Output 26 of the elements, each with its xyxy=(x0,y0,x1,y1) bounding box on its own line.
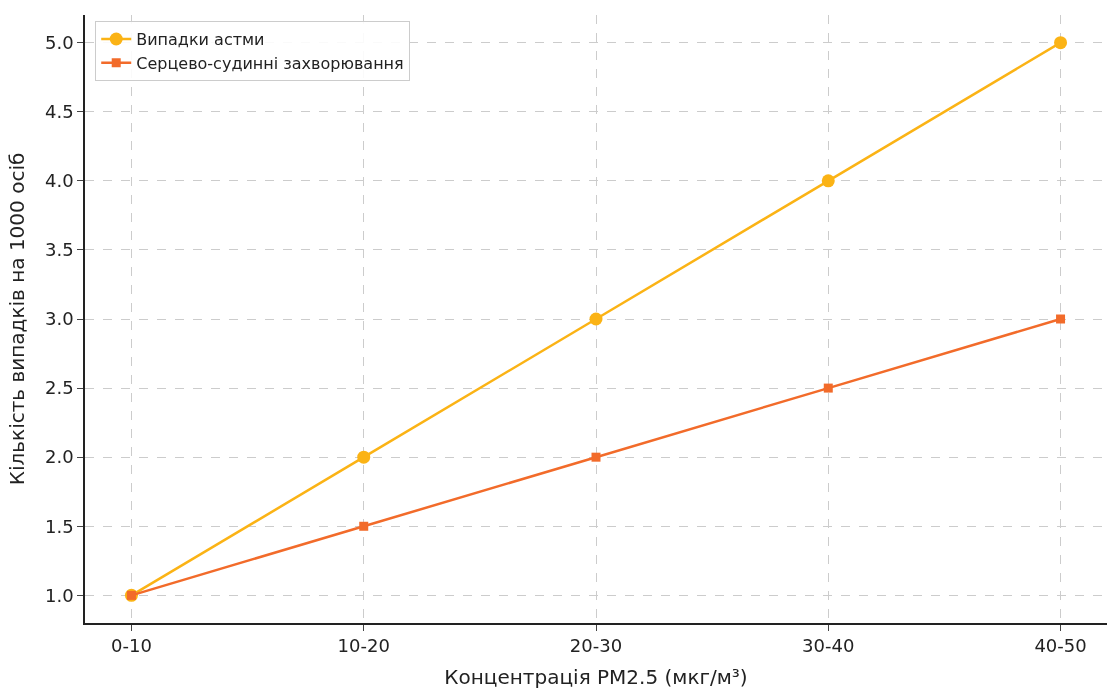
point xyxy=(823,383,833,393)
y-tick-label: 4.5 xyxy=(45,101,74,123)
y-tick-label: 1.5 xyxy=(45,515,74,537)
legend-label: Серцево-судинні захворювання xyxy=(136,54,404,74)
x-tick-label: 20-30 xyxy=(569,635,623,657)
y-tick-label: 5.0 xyxy=(45,31,74,53)
x-tick-label: 40-50 xyxy=(1034,635,1087,657)
x-tick-label: 10-20 xyxy=(337,635,390,657)
y-tick-label: 4.0 xyxy=(45,170,74,192)
x-axis-title: Концентрація PM2.5 (мкг/м³) xyxy=(444,665,748,690)
point xyxy=(357,450,371,464)
point xyxy=(1054,36,1068,50)
y-tick-label: 2.5 xyxy=(45,377,74,399)
point xyxy=(359,521,369,531)
x-tick-label: 0-10 xyxy=(111,635,152,657)
y-tick-label: 3.0 xyxy=(45,308,74,330)
x-tick-label: 30-40 xyxy=(802,635,855,657)
y-axis-title: Кількість випадків на 1000 осіб xyxy=(5,152,30,486)
point xyxy=(821,174,835,188)
y-tick-label: 3.5 xyxy=(45,239,74,261)
point xyxy=(1056,314,1066,324)
y-tick-label: 1.0 xyxy=(45,584,74,606)
legend-label: Випадки астми xyxy=(136,30,265,50)
point xyxy=(591,452,601,462)
y-tick-label: 2.0 xyxy=(45,446,74,468)
point xyxy=(589,312,603,326)
